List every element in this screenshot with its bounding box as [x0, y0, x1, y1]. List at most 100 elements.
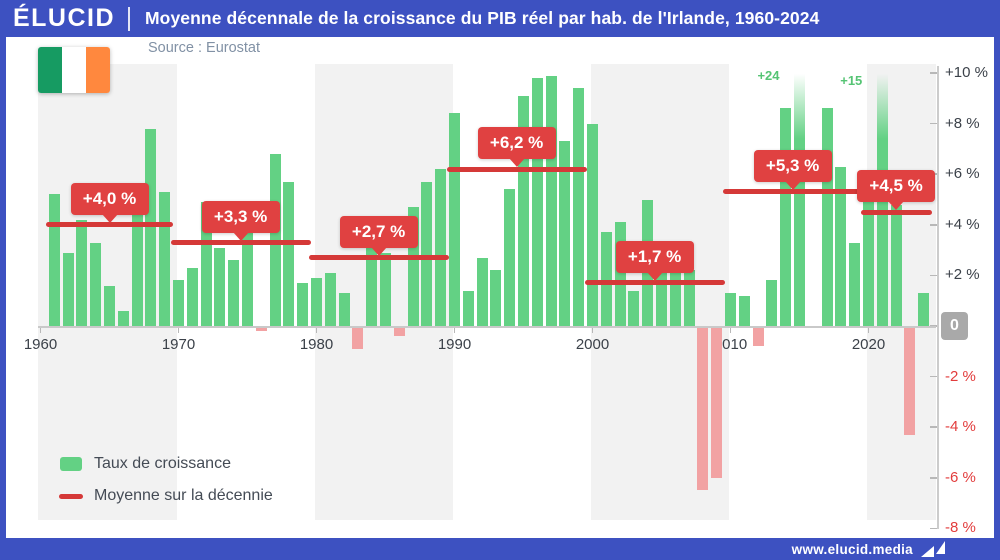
- growth-bar: [311, 277, 322, 326]
- decade-average-pointer: [232, 231, 249, 241]
- legend-bar-label: Taux de croissance: [94, 455, 231, 472]
- growth-bar: [821, 108, 833, 326]
- growth-bar-offscale: [794, 66, 805, 326]
- growth-bar-negative: [352, 328, 364, 349]
- growth-bar: [587, 123, 598, 326]
- x-tick-mark: [39, 328, 42, 333]
- growth-bar-negative: [711, 328, 723, 478]
- growth-bar: [338, 293, 350, 326]
- x-tick-label: 1980: [299, 336, 334, 353]
- x-tick-mark: [867, 328, 870, 333]
- growth-bar: [269, 153, 281, 326]
- x-tick-mark: [177, 328, 180, 333]
- growth-bar: [600, 232, 612, 326]
- growth-bar: [656, 260, 667, 326]
- decade-average-label: +4,5 %: [857, 170, 936, 203]
- y-tick-label: -2 %: [945, 367, 976, 385]
- x-tick-mark: [591, 328, 594, 333]
- growth-bar: [297, 282, 309, 326]
- growth-bar: [490, 270, 502, 326]
- growth-bar-negative: [904, 328, 916, 435]
- decade-average-line: [446, 166, 587, 172]
- decade-average-label: +5,3 %: [753, 149, 832, 182]
- growth-bar: [462, 290, 474, 326]
- y-tick-label: +4 %: [945, 215, 980, 233]
- right-border: [994, 37, 1000, 540]
- growth-bar: [117, 310, 129, 326]
- decade-average-line: [584, 280, 725, 286]
- growth-bar: [380, 252, 391, 326]
- growth-bar-negative: [393, 328, 405, 337]
- growth-bar: [738, 295, 750, 326]
- y-tick-label: -8 %: [945, 519, 976, 537]
- decade-average-line: [860, 209, 932, 215]
- growth-bar: [890, 204, 902, 326]
- growth-bar: [780, 108, 792, 326]
- growth-bar: [214, 247, 226, 326]
- decade-average-label: +3,3 %: [201, 200, 280, 233]
- growth-bar: [918, 293, 930, 326]
- growth-bar: [421, 181, 433, 326]
- growth-bar: [725, 293, 736, 326]
- footer-link[interactable]: www.elucid.media: [791, 541, 913, 557]
- growth-bar-negative: [752, 328, 764, 347]
- decade-average-line: [170, 240, 311, 245]
- growth-bar: [145, 128, 157, 326]
- page-title: Moyenne décennale de la croissance du PI…: [145, 8, 820, 28]
- x-tick-mark: [729, 328, 732, 333]
- footer: www.elucid.media: [0, 538, 1000, 560]
- decade-average-pointer: [784, 180, 801, 190]
- growth-bar: [573, 88, 585, 326]
- y-tick-label: +10 %: [945, 64, 988, 81]
- growth-bar-negative: [255, 328, 267, 332]
- decade-average-pointer: [101, 213, 118, 223]
- x-axis-line: [38, 326, 936, 328]
- legend-line-label: Moyenne sur la décennie: [94, 487, 273, 504]
- growth-bar: [476, 257, 488, 326]
- x-tick-label: 1990: [437, 336, 472, 353]
- decade-average-line: [722, 189, 863, 195]
- y-tick-label: +8 %: [945, 114, 980, 132]
- flag-white-stripe: [62, 47, 86, 93]
- legend-item-average: Moyenne sur la décennie: [59, 484, 273, 508]
- x-tick-mark: [315, 328, 318, 333]
- growth-bar: [628, 290, 640, 326]
- legend-line-swatch: [59, 493, 83, 499]
- y-tick-mark: [930, 426, 937, 428]
- x-tick-mark: [453, 328, 456, 333]
- x-tick-label: 2020: [851, 336, 886, 353]
- decade-average-label: +6,2 %: [477, 127, 556, 160]
- growth-bar: [228, 260, 240, 326]
- growth-bar: [90, 242, 102, 326]
- decade-average-pointer: [370, 246, 387, 256]
- growth-bar: [200, 202, 212, 326]
- y-tick-mark: [930, 224, 937, 226]
- growth-bar: [849, 242, 861, 326]
- y-tick-mark: [930, 274, 937, 277]
- flag-orange-stripe: [86, 47, 110, 93]
- source-caption: Source : Eurostat: [148, 40, 261, 56]
- legend: Taux de croissance Moyenne sur la décenn…: [59, 452, 273, 516]
- elucid-flag-icon: [921, 541, 945, 557]
- growth-bar: [531, 78, 543, 326]
- offscale-value-annotation: +24: [757, 68, 780, 83]
- growth-bar: [159, 191, 171, 326]
- growth-bar: [173, 280, 184, 326]
- growth-bar: [62, 252, 74, 326]
- x-tick-label: 2000: [575, 336, 610, 353]
- growth-bar: [766, 280, 778, 326]
- growth-bar: [614, 222, 626, 326]
- growth-bar: [449, 113, 460, 326]
- y-tick-mark: [930, 375, 937, 378]
- growth-bar: [435, 169, 447, 326]
- header: ÉLUCID Moyenne décennale de la croissanc…: [0, 0, 1000, 37]
- growth-bar: [104, 285, 115, 326]
- decade-average-label: +1,7 %: [615, 240, 694, 273]
- growth-bar: [863, 186, 874, 326]
- zero-badge: 0: [941, 312, 968, 340]
- growth-bar: [283, 181, 295, 326]
- growth-bar: [48, 194, 60, 326]
- growth-bar: [407, 207, 419, 326]
- decade-average-line: [308, 255, 449, 261]
- growth-bar: [559, 141, 571, 326]
